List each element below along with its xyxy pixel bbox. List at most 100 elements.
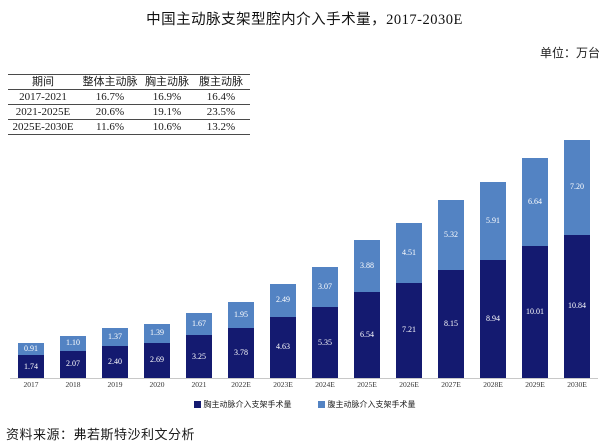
- cagr-cell: 2017-2021: [8, 89, 78, 105]
- stacked-bar: 3.07 5.35: [312, 266, 338, 378]
- stacked-bar: 5.32 8.15: [438, 200, 464, 378]
- bar-segment-abdominal: 4.51: [396, 223, 422, 283]
- stacked-bar: 6.64 10.01: [522, 158, 548, 378]
- bar-segment-thoracic: 10.84: [564, 234, 590, 378]
- cagr-cell: 20.6%: [78, 104, 142, 120]
- bar-segment-abdominal: 7.20: [564, 139, 590, 235]
- bar-value-label: 3.25: [192, 351, 206, 361]
- stacked-bar-chart: 0.91 1.74 1.10 2.07 1.37 2.40 1.39 2.69 1.67 3.25…: [10, 128, 598, 379]
- cagr-cell: 19.1%: [142, 104, 192, 120]
- bar-2019: 1.37 2.40: [94, 128, 136, 378]
- bar-segment-thoracic: 7.21: [396, 282, 422, 378]
- stacked-bar: 2.49 4.63: [270, 284, 296, 378]
- cagr-cell: 23.5%: [192, 104, 250, 120]
- legend-label-thoracic: 胸主动脉介入支架手术量: [203, 400, 292, 409]
- bar-value-label: 2.07: [66, 359, 80, 369]
- bar-2023E: 2.49 4.63: [262, 128, 304, 378]
- cagr-table-row: 2017-2021 16.7% 16.9% 16.4%: [8, 89, 250, 105]
- bar-segment-thoracic: 8.94: [480, 260, 506, 378]
- bar-value-label: 2.49: [276, 295, 290, 305]
- x-axis-label: 2026E: [399, 380, 419, 389]
- bar-2022E: 1.95 3.78: [220, 128, 262, 378]
- x-axis-label: 2028E: [483, 380, 503, 389]
- cagr-cell: 10.6%: [142, 119, 192, 135]
- cagr-table-row: 2025E-2030E 11.6% 10.6% 13.2%: [8, 119, 250, 135]
- legend-label-abdominal: 腹主动脉介入支架手术量: [327, 400, 416, 409]
- legend-swatch-thoracic-icon: [193, 401, 201, 408]
- cagr-cell: 2025E-2030E: [8, 119, 78, 135]
- bar-segment-thoracic: 2.69: [144, 342, 170, 378]
- bar-value-label: 2.40: [108, 357, 122, 367]
- bar-value-label: 5.35: [318, 337, 332, 347]
- cagr-table: 期间 整体主动脉 胸主动脉 腹主动脉 2017-2021 16.7% 16.9% 16.4%…: [8, 74, 250, 135]
- x-axis-label: 2025E: [357, 380, 377, 389]
- bar-2024E: 3.07 5.35: [304, 128, 346, 378]
- stacked-bar: 4.51 7.21: [396, 223, 422, 378]
- bar-value-label: 5.91: [486, 216, 500, 225]
- bar-segment-abdominal: 1.10: [60, 336, 86, 351]
- bar-segment-thoracic: 3.78: [228, 328, 254, 378]
- bar-value-label: 1.39: [150, 328, 164, 338]
- bar-segment-abdominal: 3.07: [312, 266, 338, 308]
- x-axis-label: 2017: [23, 380, 39, 389]
- cagr-header-cell: 腹主动脉: [192, 74, 250, 90]
- bar-2026E: 4.51 7.21: [388, 128, 430, 378]
- bar-2030E: 7.20 10.84: [556, 128, 598, 378]
- bar-segment-thoracic: 2.07: [60, 350, 86, 378]
- cagr-header-cell: 整体主动脉: [78, 74, 142, 90]
- bar-segment-abdominal: 5.91: [480, 182, 506, 260]
- x-axis-label: 2018: [65, 380, 81, 389]
- bar-value-label: 10.01: [526, 306, 544, 316]
- stacked-bar: 1.67 3.25: [186, 313, 212, 378]
- stacked-bar: 3.88 6.54: [354, 240, 380, 378]
- bar-value-label: 8.94: [486, 314, 500, 323]
- unit-label: 单位：万台: [539, 46, 600, 60]
- x-axis-label: 2029E: [525, 380, 545, 389]
- x-axis-label: 2021: [191, 380, 207, 389]
- bar-segment-abdominal: 2.49: [270, 284, 296, 317]
- bar-value-label: 7.21: [402, 325, 416, 335]
- bar-2027E: 5.32 8.15: [430, 128, 472, 378]
- bar-segment-thoracic: 4.63: [270, 316, 296, 378]
- stacked-bar: 7.20 10.84: [564, 139, 590, 378]
- stacked-bar: 5.91 8.94: [480, 182, 506, 378]
- cagr-header-cell: 期间: [8, 74, 78, 90]
- cagr-cell: 16.9%: [142, 89, 192, 105]
- bar-segment-thoracic: 10.01: [522, 245, 548, 378]
- stacked-bar: 1.10 2.07: [60, 336, 86, 378]
- bar-value-label: 4.51: [402, 248, 416, 258]
- bar-segment-thoracic: 8.15: [438, 270, 464, 378]
- bar-value-label: 8.15: [444, 319, 458, 329]
- x-axis-label: 2020: [149, 380, 165, 389]
- bar-2028E: 5.91 8.94: [472, 128, 514, 378]
- x-axis-label: 2030E: [567, 380, 587, 389]
- bar-value-label: 1.10: [66, 338, 80, 348]
- chart-legend: 胸主动脉介入支架手术量 腹主动脉介入支架手术量: [0, 399, 609, 410]
- bar-value-label: 1.95: [234, 310, 248, 320]
- cagr-cell: 2021-2025E: [8, 104, 78, 120]
- bar-segment-abdominal: 5.32: [438, 200, 464, 271]
- bar-value-label: 3.78: [234, 348, 248, 358]
- legend-item-abdominal: 腹主动脉介入支架手术量: [317, 399, 416, 410]
- cagr-table-row: 2021-2025E 20.6% 19.1% 23.5%: [8, 104, 250, 120]
- x-axis-label: 2023E: [273, 380, 293, 389]
- bar-segment-thoracic: 3.25: [186, 335, 212, 378]
- bar-2020: 1.39 2.69: [136, 128, 178, 378]
- bar-value-label: 6.54: [360, 329, 374, 339]
- bar-segment-abdominal: 1.95: [228, 302, 254, 329]
- stacked-bar: 0.91 1.74: [18, 343, 44, 378]
- x-axis-label: 2027E: [441, 380, 461, 389]
- bar-value-label: 0.91: [24, 344, 38, 354]
- cagr-cell: 16.7%: [78, 89, 142, 105]
- x-axis: 2017 2018 2019 2020 2021 2022E 2023E 2024E 2025E…: [10, 380, 598, 389]
- bar-segment-thoracic: 5.35: [312, 307, 338, 378]
- x-axis-label: 2024E: [315, 380, 335, 389]
- bar-segment-abdominal: 3.88: [354, 240, 380, 292]
- chart-title: 中国主动脉支架型腔内介入手术量，2017-2030E: [146, 12, 463, 28]
- bar-segment-thoracic: 2.40: [102, 346, 128, 378]
- bar-segment-thoracic: 6.54: [354, 291, 380, 378]
- cagr-table-header-row: 期间 整体主动脉 胸主动脉 腹主动脉: [8, 74, 250, 90]
- bar-value-label: 2.69: [150, 355, 164, 365]
- cagr-header-cell: 胸主动脉: [142, 74, 192, 90]
